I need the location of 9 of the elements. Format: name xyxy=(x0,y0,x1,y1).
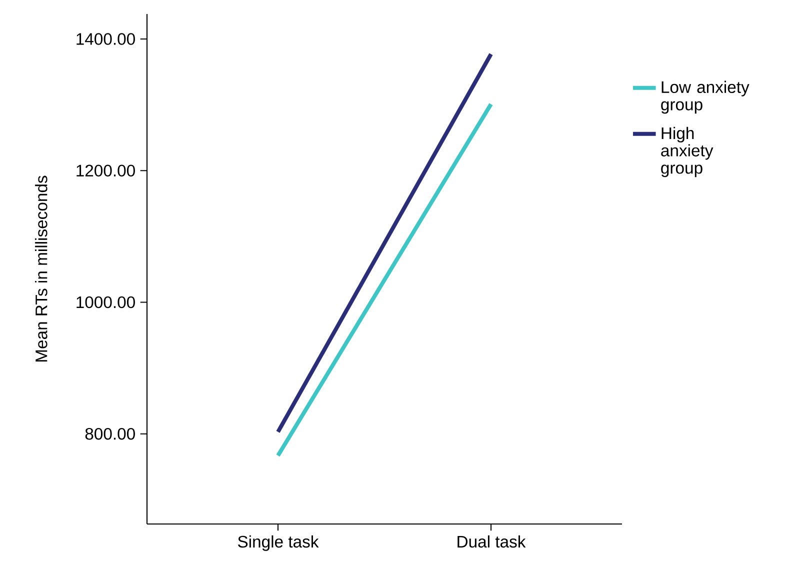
y-tick-label: 800.00 xyxy=(85,428,135,440)
x-tick-label: Dual task xyxy=(458,535,526,548)
y-axis-title: Mean RTs in milliseconds xyxy=(35,176,48,362)
legend-label: High anxiety group xyxy=(661,126,714,178)
y-tick-label: 1200.00 xyxy=(76,164,135,177)
x-tick-label: Single task xyxy=(238,535,319,551)
y-tick-label: 1000.00 xyxy=(76,296,135,308)
legend-label: Low anxiety group xyxy=(661,80,750,114)
y-tick-label: 1400.00 xyxy=(76,33,135,45)
